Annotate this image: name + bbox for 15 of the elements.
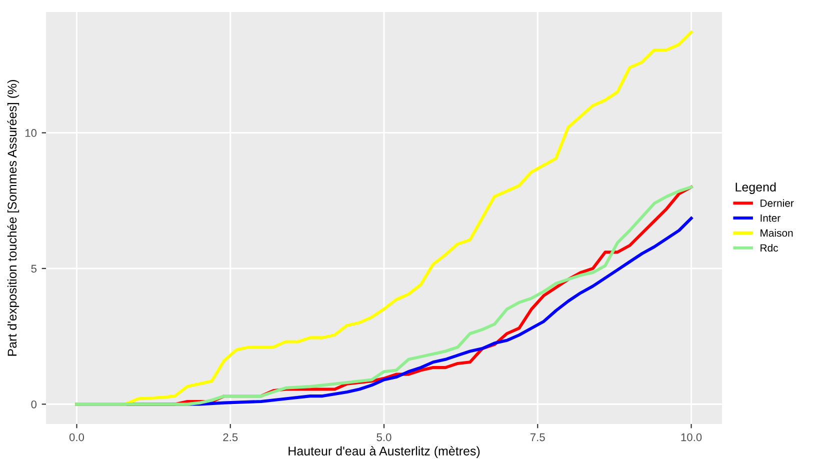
x-tick-label: 2.5 xyxy=(223,433,238,442)
x-axis-title: Hauteur d'eau à Austerlitz (mètres) xyxy=(288,446,480,458)
legend-label: Inter xyxy=(760,214,780,222)
x-tick-label: 0.0 xyxy=(69,433,84,442)
x-tick-label: 5.0 xyxy=(376,433,392,442)
y-tick-label: 0 xyxy=(31,400,37,408)
x-tick-label: 10.0 xyxy=(681,433,702,442)
y-tick-label: 10 xyxy=(25,129,37,137)
legend-label: Dernier xyxy=(760,199,794,207)
x-tick-label: 7.5 xyxy=(530,433,545,442)
legend-label: Maison xyxy=(760,229,793,237)
legend-title: Legend xyxy=(736,182,776,194)
legend-label: Rdc xyxy=(760,244,778,252)
y-axis-title: Part d'exposition touchée [Sommes Assurées] (%) xyxy=(7,80,20,356)
y-tick-label: 5 xyxy=(31,264,37,273)
